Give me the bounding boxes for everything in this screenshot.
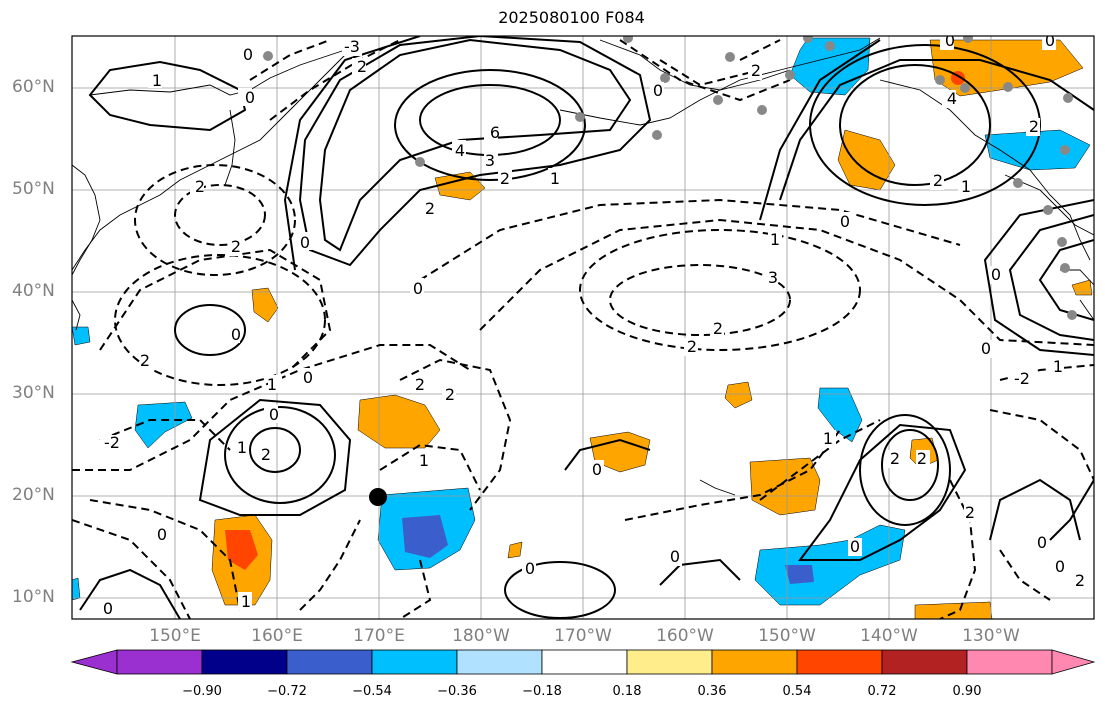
contour-label: 1 xyxy=(267,375,277,394)
colorbar-tick-label: −0.72 xyxy=(267,684,307,699)
contour-label: 0 xyxy=(157,525,167,544)
contour-label: 2 xyxy=(425,199,435,218)
colorbar-tick-label: 0.72 xyxy=(867,684,897,699)
contour-label: 0 xyxy=(592,460,602,479)
shaded-anomaly-field xyxy=(72,37,1093,619)
map-frame xyxy=(71,35,1095,620)
contour-label: 0 xyxy=(103,599,113,618)
lon-label: 130°W xyxy=(962,626,1020,646)
colorbar-extend-high xyxy=(1051,649,1096,675)
contour-label: 1 xyxy=(152,71,162,90)
contour-label: 4 xyxy=(947,89,957,108)
colorbar-tick-label: −0.54 xyxy=(352,684,392,699)
colorbar-tick-label: −0.36 xyxy=(437,684,477,699)
colorbar-tick-label: 0.90 xyxy=(952,684,982,699)
contour-label: 2 xyxy=(751,61,761,80)
contour-label: 0 xyxy=(670,547,680,566)
contour-label: 2 xyxy=(357,57,367,76)
contour-label: 3 xyxy=(485,151,495,170)
contour-label: 2 xyxy=(687,337,697,356)
colorbar-tick-label: −0.90 xyxy=(182,684,222,699)
contour-label: -2 xyxy=(1014,369,1030,388)
contour-label: 0 xyxy=(269,405,279,424)
lon-label: 170°E xyxy=(353,626,405,646)
lat-label: 50°N xyxy=(12,179,55,199)
lon-label: 180°W xyxy=(452,626,510,646)
contour-label: 1 xyxy=(237,438,247,457)
contour-label: 0 xyxy=(840,212,850,231)
contour-label: 0 xyxy=(303,368,313,387)
contour-label: 1 xyxy=(770,230,780,249)
contour-label: 2 xyxy=(965,503,975,522)
contour-label: 2 xyxy=(713,319,723,338)
contour-label: 0 xyxy=(525,559,535,578)
colorbar-tick-label: 0.36 xyxy=(697,684,727,699)
station-markers xyxy=(263,36,1077,320)
contour-label: 0 xyxy=(300,233,310,252)
contour-label: 0 xyxy=(231,325,241,344)
contour-label: 0 xyxy=(981,339,991,358)
lon-label: 170°W xyxy=(554,626,612,646)
contour-label: 1 xyxy=(550,169,560,188)
contour-label: 1 xyxy=(961,177,971,196)
contour-label: 2 xyxy=(140,351,150,370)
contour-label: 2 xyxy=(1029,117,1039,136)
contour-label: 0 xyxy=(653,81,663,100)
contour-label: 2 xyxy=(890,449,900,468)
map-title: 2025080100 F084 xyxy=(498,8,645,27)
contour-label: 2 xyxy=(933,171,943,190)
contour-label: 2 xyxy=(445,385,455,404)
colorbar-tick-label: 0.54 xyxy=(782,684,812,699)
contour-label: 0 xyxy=(245,88,255,107)
lat-label: 20°N xyxy=(12,485,55,505)
contour-label: 0 xyxy=(243,45,253,64)
contour-label: 2 xyxy=(195,177,205,196)
colorbar-tick-label: −0.18 xyxy=(522,684,562,699)
lon-label: 150°W xyxy=(758,626,816,646)
contour-label: 3 xyxy=(768,268,778,287)
contour-label: 2 xyxy=(1075,571,1085,590)
contour-label: 0 xyxy=(1037,533,1047,552)
lat-label: 10°N xyxy=(12,587,55,607)
contour-label-group: 6 4 3 2 1 2 0 0 -3 1 2 2 0 1 0 0 1 2 -2 … xyxy=(100,31,1086,618)
lon-label: 160°E xyxy=(251,626,303,646)
contour-label: 2 xyxy=(231,237,241,256)
negative-contours xyxy=(72,39,1094,619)
contour-label: 2 xyxy=(415,375,425,394)
contour-label: 1 xyxy=(419,451,429,470)
contour-label: -3 xyxy=(344,37,360,56)
contour-label: 4 xyxy=(455,141,465,160)
coastlines xyxy=(72,37,1094,496)
contour-label: 0 xyxy=(1045,31,1055,50)
lat-label: 40°N xyxy=(12,281,55,301)
contour-label: 1 xyxy=(241,592,251,611)
contour-label: 0 xyxy=(945,31,955,50)
lon-label: 140°W xyxy=(860,626,918,646)
contour-label: 0 xyxy=(1055,557,1065,576)
lat-label: 60°N xyxy=(12,77,55,97)
contour-label: 2 xyxy=(917,449,927,468)
contour-label: 1 xyxy=(823,429,833,448)
contour-label: 2 xyxy=(261,445,271,464)
contour-label: 0 xyxy=(850,537,860,556)
lon-label: 150°E xyxy=(149,626,201,646)
contour-label: 0 xyxy=(991,265,1001,284)
colorbar xyxy=(70,649,1096,675)
colorbar-tick-label: 0.18 xyxy=(612,684,642,699)
target-point-marker xyxy=(369,488,387,506)
contour-label: 2 xyxy=(500,169,510,188)
contour-label: -2 xyxy=(104,433,120,452)
colorbar-extend-low xyxy=(70,649,118,675)
contour-label: 0 xyxy=(413,279,423,298)
lat-label: 30°N xyxy=(12,383,55,403)
lon-label: 160°W xyxy=(656,626,714,646)
contour-label: 6 xyxy=(490,123,500,142)
contour-label: 1 xyxy=(1053,357,1063,376)
